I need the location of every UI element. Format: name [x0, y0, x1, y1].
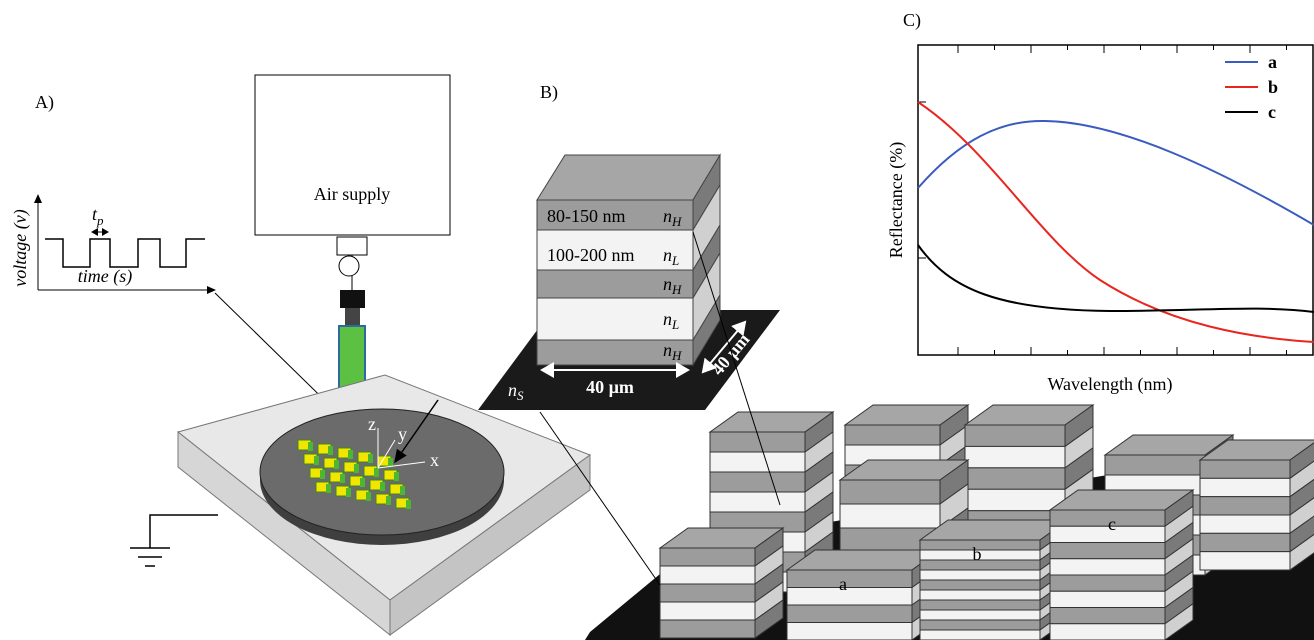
- ground: [130, 515, 218, 566]
- pad-side: [320, 470, 325, 479]
- pad-side: [346, 488, 351, 497]
- stack-layer: [1200, 460, 1290, 478]
- thickness: 80-150 nm: [547, 206, 626, 226]
- gauge: [339, 256, 359, 276]
- stack-layer: [920, 620, 1040, 630]
- stack-layer: [1050, 608, 1165, 624]
- stack-layer: [920, 600, 1040, 610]
- holder: [345, 308, 360, 326]
- panel-c: C) a b c Reflectance (%) Wavelength (nm): [886, 10, 1314, 395]
- stack-layer: [965, 489, 1065, 510]
- stack-layer: [1050, 575, 1165, 591]
- panel-label: A): [35, 92, 54, 113]
- legend-entry: c: [1268, 102, 1276, 122]
- pad-side: [368, 454, 373, 463]
- stack-layer: [710, 472, 805, 492]
- panel-label: C): [903, 10, 921, 31]
- stack-layer: [1105, 455, 1205, 475]
- stack-layer: [787, 605, 912, 623]
- stack-layer: [787, 588, 912, 606]
- y-axis-label: Reflectance (%): [886, 142, 907, 258]
- x-axis-label: time (s): [78, 266, 132, 287]
- pad-side: [380, 482, 385, 491]
- stack-label: a: [839, 574, 847, 594]
- legend-entry: a: [1268, 52, 1277, 72]
- pad-side: [400, 486, 405, 495]
- axis-name: y: [398, 424, 407, 444]
- stack-layer: [787, 570, 912, 588]
- pad-side: [314, 456, 319, 465]
- pad-side: [406, 500, 411, 509]
- pad-side: [348, 450, 353, 459]
- stack-layer: [787, 623, 912, 640]
- stack-layer: [660, 602, 755, 620]
- pad-side: [326, 484, 331, 493]
- stack-layer: [840, 504, 940, 528]
- stack-layer: [1200, 533, 1290, 551]
- stack-layer: [840, 480, 940, 504]
- width-label: 40 µm: [586, 377, 634, 397]
- stack-layer: [965, 446, 1065, 467]
- pad-side: [328, 446, 333, 455]
- stack-layer: [660, 620, 755, 638]
- stack-layer: [1200, 515, 1290, 533]
- y-axis-label: voltage (v): [10, 209, 31, 286]
- pad-side: [308, 442, 313, 451]
- pad-side: [388, 458, 393, 467]
- pad-side: [360, 478, 365, 487]
- stack-layer: [1050, 543, 1165, 559]
- pad-side: [340, 474, 345, 483]
- stack-layer: [1200, 497, 1290, 515]
- pad-side: [374, 468, 379, 477]
- figure: A) tp voltage (v) time (s) Air supply z …: [0, 0, 1314, 640]
- panel-b: B) 80-150 nm 100-200 nm nH nL nH nL nH n…: [478, 82, 780, 410]
- curve-c: [918, 245, 1314, 312]
- x-axis-label: Wavelength (nm): [1047, 374, 1172, 395]
- stack-layer: [1050, 591, 1165, 607]
- pad-side: [354, 464, 359, 473]
- stack-layer: [660, 548, 755, 566]
- pad-side: [366, 492, 371, 501]
- stack-layer: [920, 630, 1040, 640]
- stack-layer: [965, 425, 1065, 446]
- disk: [260, 409, 504, 535]
- pulse-width: tp: [92, 204, 104, 228]
- legend-entry: b: [1268, 77, 1278, 97]
- panel-a: A) tp voltage (v) time (s) Air supply z …: [10, 75, 590, 635]
- pad-side: [334, 460, 339, 469]
- stack-layer: [1050, 559, 1165, 575]
- pad-side: [394, 472, 399, 481]
- connector: [337, 237, 367, 255]
- axis-name: x: [430, 450, 439, 470]
- stack-layer: [660, 566, 755, 584]
- stack-layer: [845, 425, 940, 445]
- stack-layer: [1200, 552, 1290, 570]
- stack-layer: [710, 452, 805, 472]
- panel-label: B): [540, 82, 558, 103]
- holder: [340, 290, 365, 308]
- stack-layer: [1050, 624, 1165, 640]
- thickness: 100-200 nm: [547, 245, 635, 265]
- air-supply-box: [255, 75, 450, 235]
- stack-layer: [920, 580, 1040, 590]
- stack-layer: [920, 590, 1040, 600]
- curve-a: [918, 121, 1314, 225]
- stack-layer: [920, 610, 1040, 620]
- pulse-wave: [45, 239, 205, 267]
- stack-layer: [660, 584, 755, 602]
- stack-layer: [1200, 478, 1290, 496]
- axis-name: z: [368, 414, 376, 434]
- stack-label: c: [1108, 514, 1116, 534]
- stack-layer: [965, 468, 1065, 489]
- stack-layer: [920, 570, 1040, 580]
- stack-layer: [710, 492, 805, 512]
- pad-side: [386, 496, 391, 505]
- stack-label: b: [973, 544, 982, 564]
- stack-top: [537, 155, 720, 200]
- air-supply-label: Air supply: [314, 184, 391, 204]
